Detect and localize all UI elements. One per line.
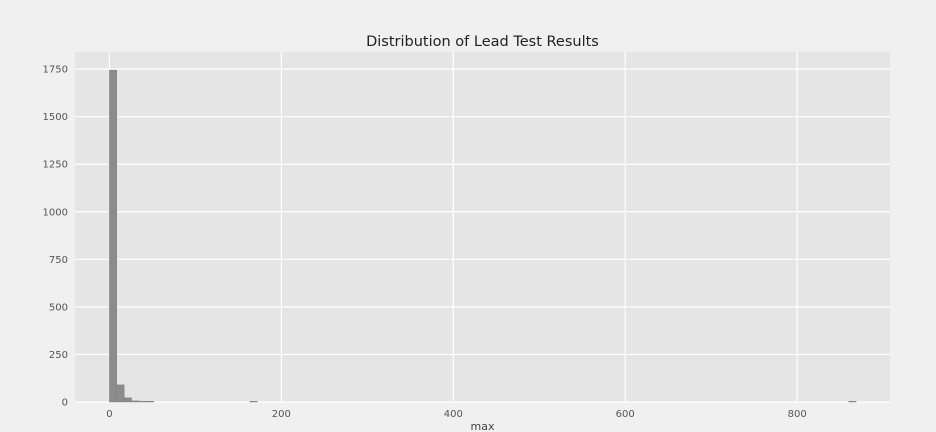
y-tick-label: 0 [62,398,68,409]
x-tick-label: 0 [106,409,112,420]
y-tick-label: 250 [49,350,68,361]
histogram-bar [109,69,117,403]
plot-area [75,52,890,402]
histogram-bar [249,401,258,403]
y-tick-label: 1750 [43,65,68,76]
y-tick-label: 1500 [43,112,68,123]
grid-lines [75,52,890,403]
histogram-bar [131,400,140,403]
x-axis-ticks: 0 200 400 600 800 [106,409,806,420]
x-axis-label: max [471,420,495,432]
histogram-bar [138,401,147,403]
x-tick-label: 800 [788,409,807,420]
x-tick-label: 600 [616,409,635,420]
y-tick-label: 750 [49,255,68,266]
histogram-bar [848,401,857,403]
histogram-bars [109,69,857,403]
x-tick-label: 200 [272,409,291,420]
y-tick-label: 1000 [43,207,68,218]
histogram-bar [123,397,132,403]
y-tick-label: 1250 [43,160,68,171]
y-tick-label: 500 [49,302,68,313]
x-tick-label: 400 [444,409,463,420]
histogram-bar [116,384,125,403]
histogram-bar [146,401,154,403]
chart-title: Distribution of Lead Test Results [366,34,599,50]
y-axis-ticks: 0 250 500 750 1000 1250 1500 1750 [43,65,68,409]
